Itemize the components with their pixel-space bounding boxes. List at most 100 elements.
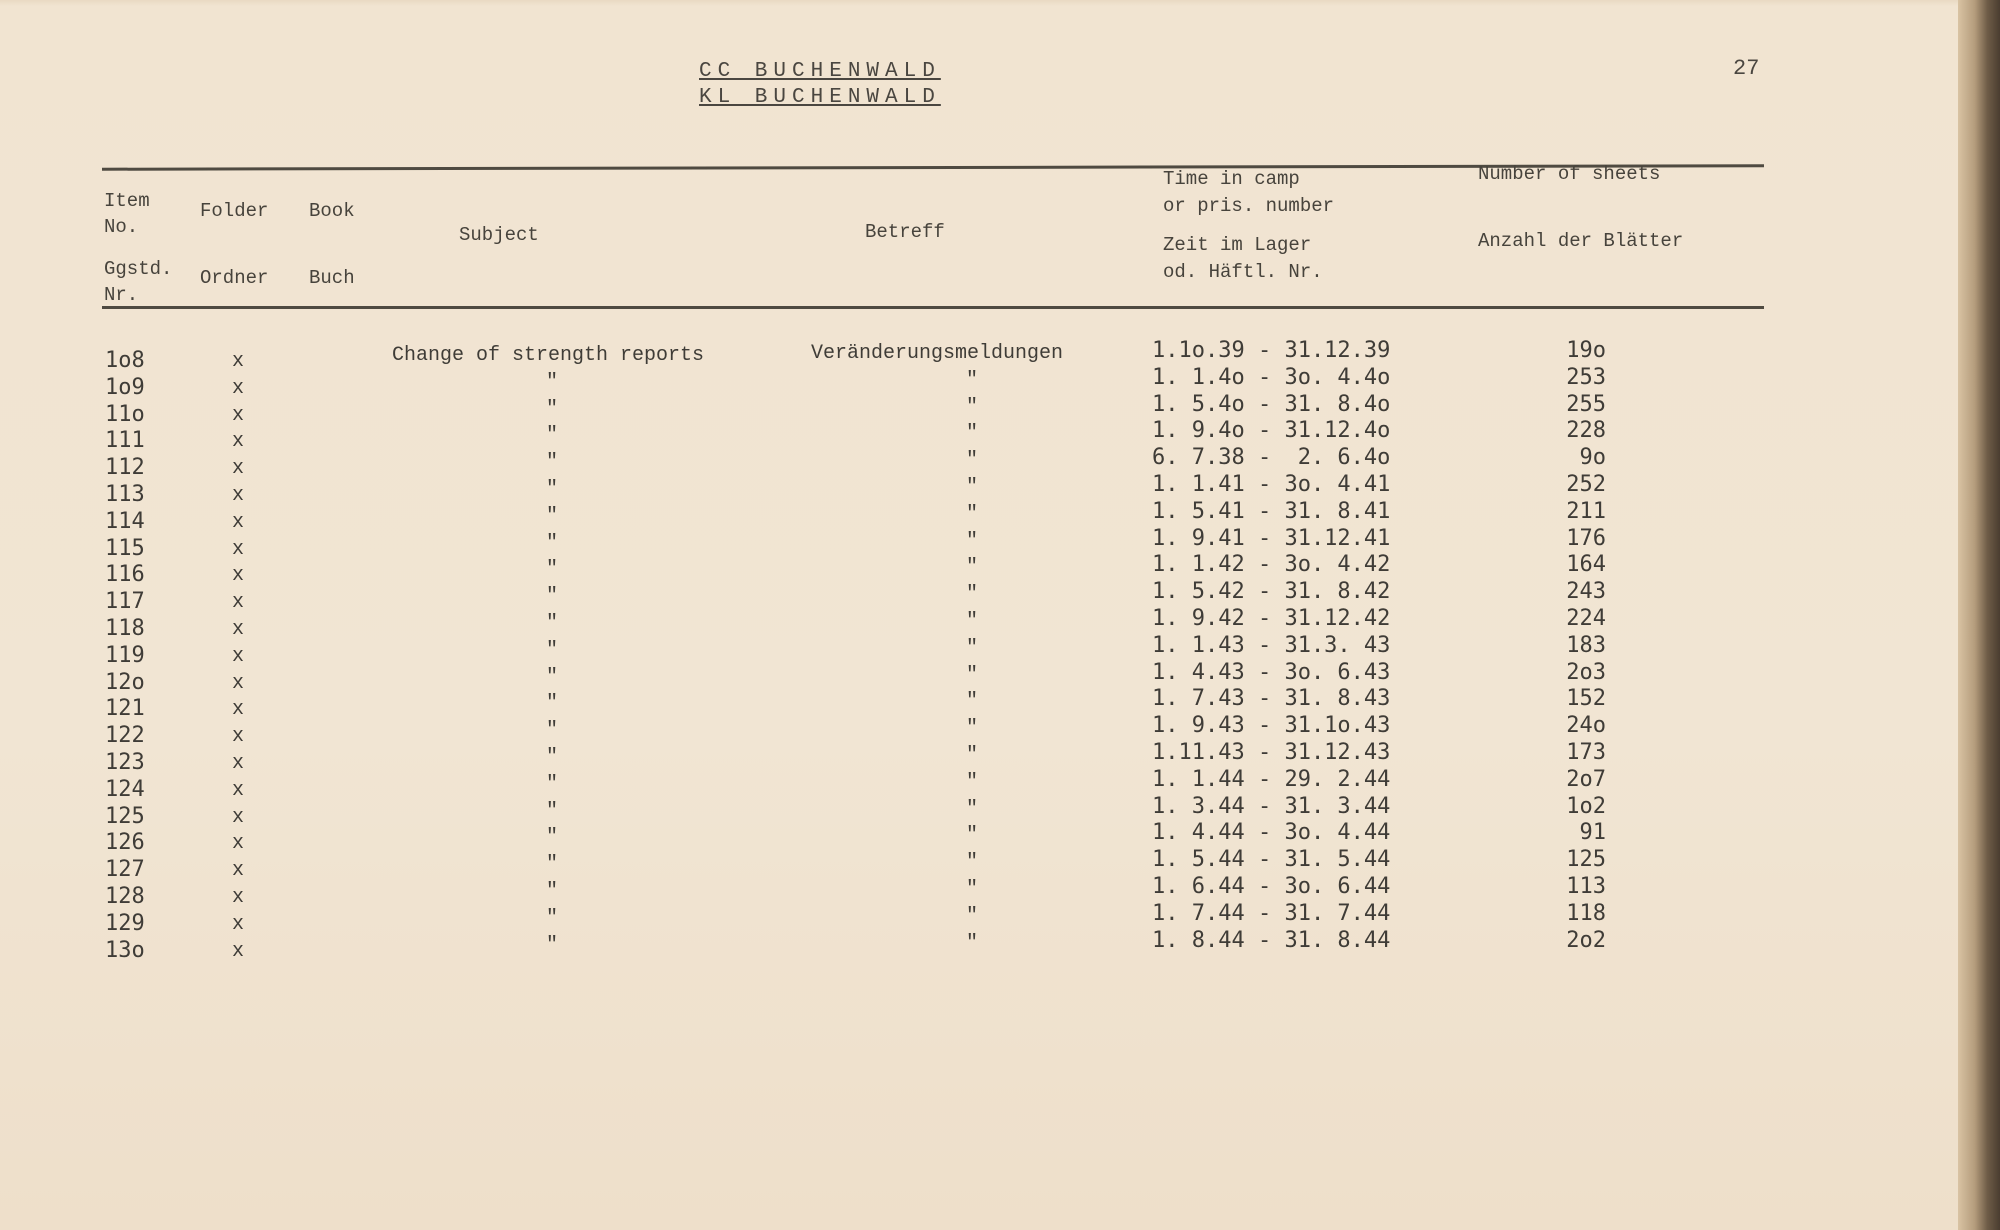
sheet-count: 9o [1579, 445, 1607, 471]
time-range: 1. 9.42 - 31.12.42 [1152, 606, 1391, 631]
time-range: 1.11.43 - 31.12.43 [1152, 740, 1391, 765]
betreff: " [966, 663, 979, 687]
sheet-count: 125 [1566, 847, 1606, 873]
header-bottom-rule [102, 306, 1764, 309]
subject: " [546, 451, 559, 475]
folder-mark: x [232, 725, 245, 749]
item-no: 119 [105, 642, 145, 668]
betreff: " [966, 610, 979, 633]
subject: " [546, 906, 559, 930]
time-range: 1. 9.43 - 31.1o.43 [1152, 713, 1391, 739]
item-no: 1o8 [105, 348, 145, 373]
folder-mark: x [232, 564, 245, 588]
sheet-count: 2o3 [1566, 659, 1606, 685]
subject: " [546, 424, 559, 448]
sheet-count: 253 [1566, 364, 1606, 390]
title-line-1: CC BUCHENWALD [699, 60, 941, 83]
betreff: " [966, 690, 979, 714]
time-range: 6. 7.38 - 2. 6.4o [1152, 445, 1391, 471]
time-range: 1. 8.44 - 31. 8.44 [1152, 927, 1391, 953]
time-range: 1. 5.42 - 31. 8.42 [1152, 579, 1391, 605]
betreff: " [966, 449, 979, 473]
subject: " [546, 665, 559, 689]
sheet-count: 19o [1566, 338, 1606, 363]
time-range: 1.1o.39 - 31.12.39 [1152, 338, 1391, 363]
item-no: 13o [105, 937, 145, 963]
col-subject: Subject [459, 224, 539, 246]
col-sheets-en: Number of sheets [1478, 163, 1661, 185]
folder-mark: x [232, 671, 245, 695]
betreff: " [966, 931, 979, 955]
folder-mark: x [232, 510, 245, 534]
time-range: 1. 1.4o - 3o. 4.4o [1152, 364, 1391, 390]
folder-mark: x [232, 591, 245, 615]
sheet-count: 152 [1566, 686, 1606, 712]
folder-mark: x [232, 698, 245, 722]
subject: " [546, 880, 559, 903]
col-betreff: Betreff [865, 221, 945, 243]
sheet-count: 224 [1566, 606, 1606, 631]
betreff: " [966, 529, 979, 553]
sheet-count: 183 [1566, 632, 1606, 658]
col-folder-de: Ordner [200, 267, 269, 289]
time-range: 1. 5.41 - 31. 8.41 [1152, 498, 1391, 524]
betreff: " [966, 770, 979, 794]
item-no: 112 [105, 455, 145, 481]
time-range: 1. 5.44 - 31. 5.44 [1152, 847, 1391, 873]
folder-mark: x [232, 752, 245, 775]
betreff: " [966, 422, 979, 446]
subject: " [546, 692, 559, 716]
time-range: 1. 3.44 - 31. 3.44 [1152, 793, 1391, 819]
time-range: 1. 4.44 - 3o. 4.44 [1152, 820, 1391, 846]
subject: " [546, 772, 559, 796]
subject: " [546, 719, 559, 743]
betreff: " [966, 368, 979, 392]
item-no: 125 [105, 803, 145, 829]
folder-mark: x [232, 644, 245, 668]
item-no: 127 [105, 857, 145, 883]
subject: " [546, 397, 559, 421]
time-range: 1. 5.4o - 31. 8.4o [1152, 391, 1391, 417]
item-no: 11o [105, 401, 145, 427]
item-no: 116 [105, 562, 145, 588]
betreff: " [966, 556, 979, 580]
folder-mark: x [232, 484, 245, 507]
item-no: 124 [105, 776, 145, 802]
item-no: 123 [105, 750, 145, 775]
betreff: " [966, 744, 979, 767]
col-item-en: Item No. [104, 190, 150, 238]
folder-mark: x [232, 350, 245, 373]
item-no: 1o9 [105, 374, 145, 400]
subject: " [546, 478, 559, 501]
sheet-count: 228 [1566, 418, 1606, 444]
time-range: 1. 9.41 - 31.12.41 [1152, 525, 1391, 551]
folder-mark: x [232, 859, 245, 883]
title-line-2: KL BUCHENWALD [699, 86, 941, 109]
col-time-en: Time in camp or pris. number [1163, 168, 1335, 217]
folder-mark: x [232, 805, 245, 829]
item-no: 122 [105, 723, 145, 749]
subject: " [546, 531, 559, 555]
item-no: 121 [105, 696, 145, 722]
betreff: " [966, 476, 979, 499]
betreff: " [966, 717, 979, 741]
sheet-count: 243 [1566, 579, 1606, 605]
folder-mark: x [232, 403, 245, 427]
item-no: 113 [105, 482, 145, 507]
betreff: " [966, 824, 979, 848]
item-no: 126 [105, 830, 145, 856]
betreff: " [966, 797, 979, 821]
folder-mark: x [232, 376, 245, 400]
betreff: " [966, 904, 979, 928]
folder-mark: x [232, 939, 245, 963]
subject: " [546, 826, 559, 850]
time-range: 1. 7.44 - 31. 7.44 [1152, 900, 1391, 926]
folder-mark: x [232, 832, 245, 856]
item-no: 117 [105, 589, 145, 615]
sheet-count: 113 [1566, 874, 1606, 899]
time-range: 1. 1.41 - 3o. 4.41 [1152, 472, 1391, 497]
time-range: 1. 1.44 - 29. 2.44 [1152, 766, 1391, 792]
sheet-count: 173 [1566, 740, 1606, 765]
folder-mark: x [232, 537, 245, 561]
col-book-de: Buch [309, 267, 355, 289]
